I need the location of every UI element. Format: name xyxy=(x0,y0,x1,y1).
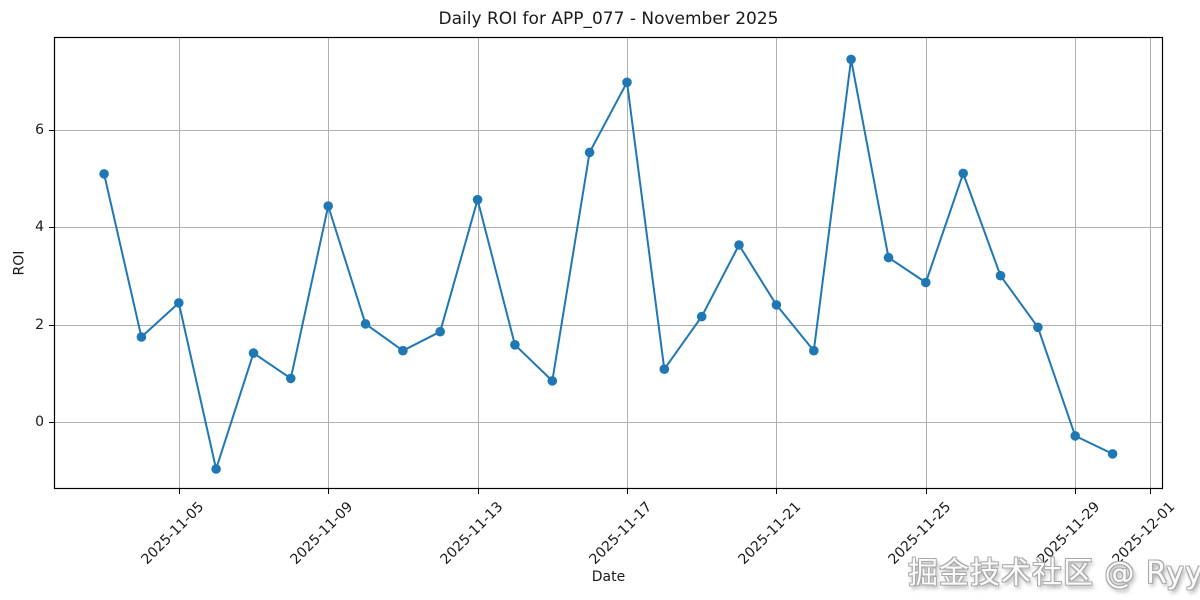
data-point xyxy=(771,300,782,310)
data-point xyxy=(248,348,259,358)
data-point xyxy=(472,194,483,205)
data-point xyxy=(360,319,371,329)
data-point xyxy=(1033,322,1043,333)
y-tick-label: 6 xyxy=(35,122,44,139)
data-point xyxy=(99,169,109,179)
data-point xyxy=(323,201,334,211)
data-point xyxy=(958,168,968,179)
watermark: 掘金技术社区 @ Ryypol xyxy=(908,556,1200,591)
data-point xyxy=(734,240,744,250)
roi-line-series xyxy=(103,58,1114,470)
data-point xyxy=(622,77,632,88)
y-tick-label: 0 xyxy=(35,414,44,431)
y-tick-label: 4 xyxy=(35,219,44,236)
data-point xyxy=(510,340,520,350)
y-axis-label-text: ROI xyxy=(10,250,27,276)
data-point xyxy=(1070,431,1080,441)
data-point xyxy=(659,364,670,375)
y-tick-label: 2 xyxy=(35,316,44,333)
data-point xyxy=(995,270,1006,281)
chart-title: Daily ROI for APP_077 - November 2025 xyxy=(438,9,779,29)
data-point xyxy=(136,332,147,342)
data-point xyxy=(398,345,408,356)
data-point xyxy=(286,373,296,384)
data-point xyxy=(547,376,558,386)
data-point xyxy=(435,326,446,337)
data-point xyxy=(211,464,221,474)
data-point xyxy=(1107,449,1118,459)
x-axis-label: Date xyxy=(591,569,626,585)
data-point xyxy=(174,298,184,308)
data-point xyxy=(584,147,595,158)
axes-spines xyxy=(53,36,1164,490)
data-point xyxy=(809,345,819,356)
data-point xyxy=(846,54,856,65)
data-point xyxy=(921,277,931,288)
data-point xyxy=(883,252,894,263)
data-point xyxy=(696,311,707,322)
